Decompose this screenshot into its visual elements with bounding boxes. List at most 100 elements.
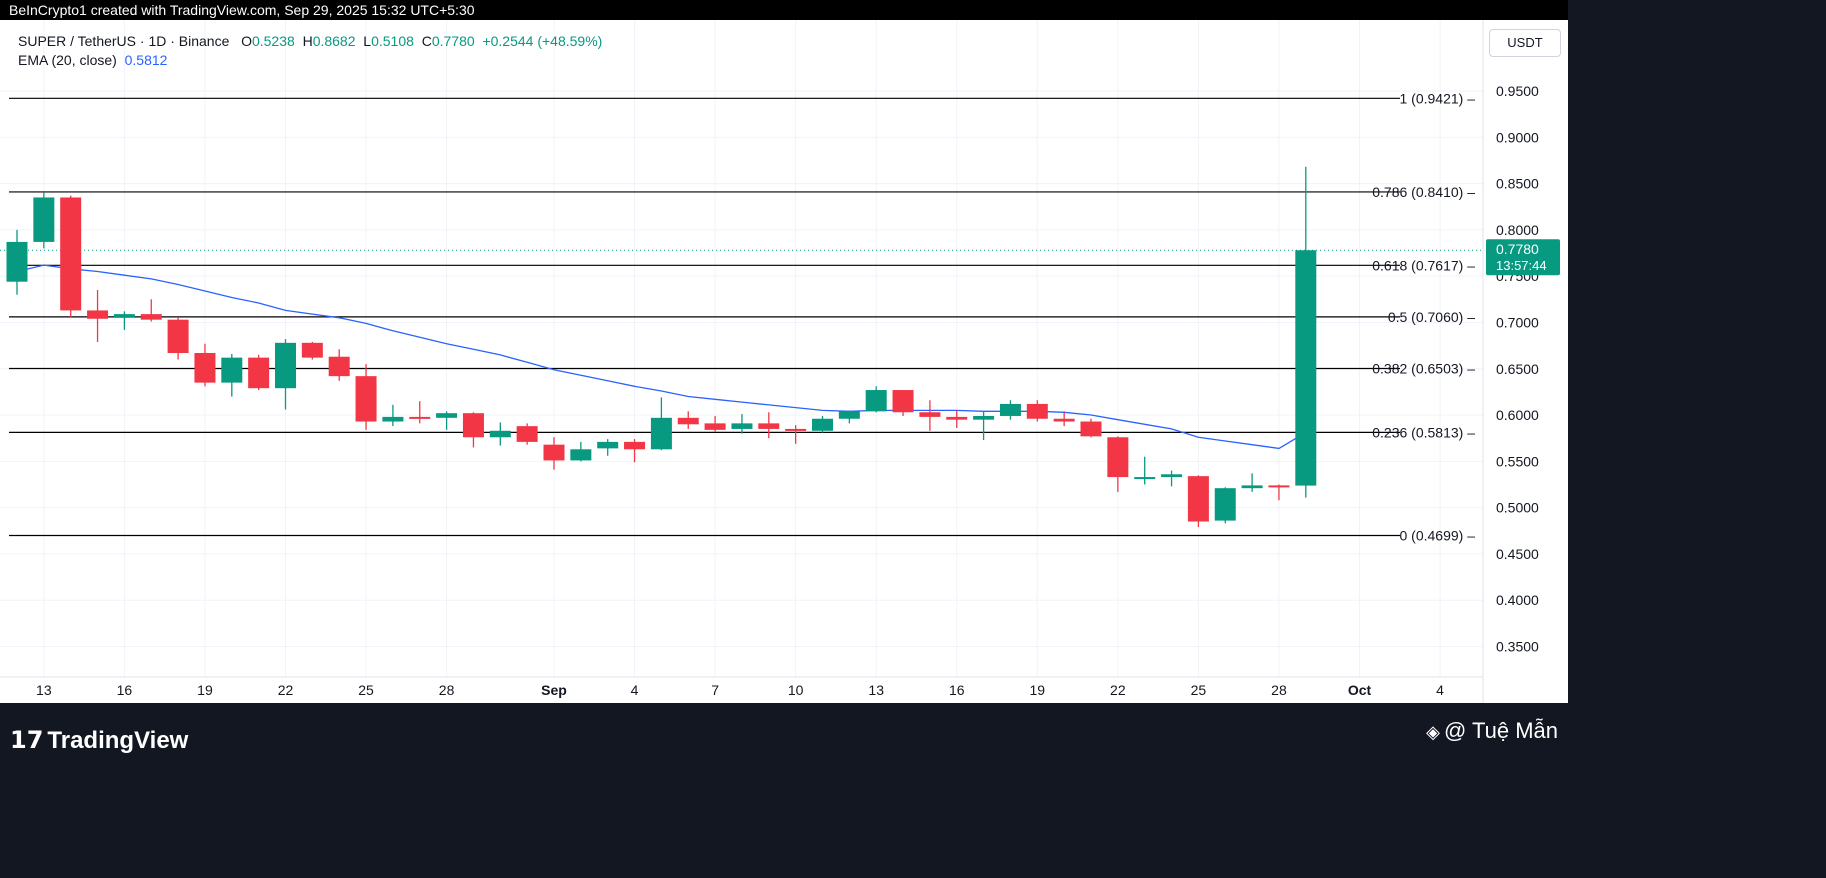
- candle-body: [946, 416, 968, 420]
- symbol-legend: SUPER / TetherUS · 1D · Binance O0.5238 …: [18, 33, 602, 49]
- candle-body: [6, 241, 28, 282]
- candle-body: [812, 418, 833, 431]
- last-price-badge: [1486, 239, 1560, 276]
- ema-label: EMA (20, close): [18, 52, 117, 68]
- candle-body: [973, 415, 995, 420]
- price-tick-label: 0.5500: [1496, 453, 1539, 469]
- candle-body: [301, 342, 323, 358]
- candle-body: [328, 356, 350, 377]
- price-tick-label: 0.8500: [1496, 176, 1539, 192]
- candle-body: [1187, 476, 1209, 522]
- fib-level-label: 1 (0.9421) –: [1400, 90, 1476, 106]
- time-tick-label: 16: [949, 682, 965, 698]
- candle-body: [919, 412, 941, 417]
- time-tick-label: 19: [1030, 682, 1046, 698]
- time-tick-label: 28: [1271, 682, 1287, 698]
- candle-body: [570, 449, 592, 461]
- time-tick-label: 4: [1436, 682, 1444, 698]
- author-name: @ Tuệ Mẫn: [1443, 718, 1558, 743]
- time-tick-label: 4: [631, 682, 639, 698]
- candle-body: [33, 197, 55, 242]
- price-tick-label: 0.4000: [1496, 592, 1539, 608]
- ema-line: [16, 264, 1307, 450]
- price-chart[interactable]: 1 (0.9421) – 0.786 (0.8410) – 0.618 (0.761…: [0, 20, 1568, 703]
- candle-body: [140, 314, 162, 320]
- candle-body: [650, 417, 672, 450]
- candle-body: [838, 411, 860, 419]
- time-tick-label: Sep: [541, 682, 567, 698]
- candle-body: [194, 353, 216, 383]
- candle-body: [113, 314, 135, 318]
- tradingview-brand: TradingView: [47, 727, 189, 754]
- candle-body: [1295, 250, 1317, 486]
- low-label: L: [363, 33, 372, 49]
- currency-button[interactable]: USDT: [1489, 29, 1561, 57]
- author-signature: ◈ @ Tuệ Mẫn: [1426, 718, 1558, 744]
- candle-body: [275, 342, 296, 389]
- candle-body: [409, 416, 431, 419]
- price-tick-label: 0.3500: [1496, 639, 1539, 655]
- time-tick-label: 16: [117, 682, 133, 698]
- fib-level-label: 0.382 (0.6503) –: [1372, 360, 1475, 376]
- price-tick-label: 0.7000: [1496, 314, 1539, 330]
- symbol-name[interactable]: SUPER / TetherUS · 1D · Binance: [18, 33, 230, 49]
- fib-level-label: 0.5 (0.7060) –: [1388, 309, 1475, 325]
- time-tick-label: 25: [1191, 682, 1207, 698]
- time-tick-label: 7: [711, 682, 719, 698]
- diamond-icon: ◈: [1426, 722, 1440, 742]
- candle-body: [1268, 485, 1290, 488]
- candle-body: [1134, 477, 1156, 480]
- candle-body: [1241, 485, 1263, 489]
- time-tick-label: 13: [868, 682, 884, 698]
- candle-body: [436, 413, 458, 418]
- close-value: 0.7780: [431, 33, 475, 49]
- time-tick-label: Oct: [1348, 682, 1372, 698]
- candle-body: [785, 428, 807, 431]
- candle-body: [167, 319, 189, 354]
- open-value: 0.5238: [251, 33, 295, 49]
- candle-body: [516, 426, 538, 442]
- fib-level-label: 0.236 (0.5813) –: [1372, 424, 1475, 440]
- candle-body: [221, 357, 243, 383]
- candle-body: [1214, 488, 1236, 521]
- high-value: 0.8682: [312, 33, 356, 49]
- price-tick-label: 0.4500: [1496, 546, 1539, 562]
- high-label: H: [302, 33, 313, 49]
- fib-level-label: 0.618 (0.7617) –: [1372, 257, 1475, 273]
- price-tick-label: 0.9500: [1496, 83, 1539, 99]
- header-bar: BeInCrypto1 created with TradingView.com…: [0, 0, 1568, 20]
- countdown-label: 13:57:44: [1496, 258, 1547, 273]
- header-credit: BeInCrypto1 created with TradingView.com…: [9, 2, 475, 18]
- close-label: C: [421, 33, 432, 49]
- candle-body: [355, 376, 377, 422]
- price-tick-label: 0.6500: [1496, 361, 1539, 377]
- candle-body: [87, 310, 109, 319]
- tradingview-logo[interactable]: 17 TradingView: [10, 726, 188, 755]
- candle-body: [1107, 437, 1129, 478]
- price-tick-label: 0.8000: [1496, 222, 1539, 238]
- price-tick-label: 0.9000: [1496, 129, 1539, 145]
- candle-body: [1053, 418, 1075, 422]
- time-tick-label: 10: [788, 682, 804, 698]
- candle-body: [704, 423, 726, 430]
- candle-body: [248, 357, 270, 389]
- candle-body: [1161, 474, 1183, 478]
- candle-body: [1080, 421, 1102, 437]
- candle-body: [597, 441, 619, 449]
- change-value: +0.2544 (+48.59%): [482, 33, 603, 49]
- candle-body: [60, 197, 82, 311]
- time-tick-label: 22: [1110, 682, 1126, 698]
- candle-body: [462, 413, 484, 438]
- time-tick-label: 28: [439, 682, 455, 698]
- time-tick-label: 25: [358, 682, 374, 698]
- fib-level-label: 0.786 (0.8410) –: [1372, 184, 1475, 200]
- ema-legend[interactable]: EMA (20, close) 0.5812: [18, 52, 167, 68]
- footer-bar: [0, 703, 1568, 754]
- time-tick-label: 13: [36, 682, 52, 698]
- price-tick-label: 0.6000: [1496, 407, 1539, 423]
- fib-level-label: 0 (0.4699) –: [1400, 527, 1476, 543]
- candle-body: [677, 417, 699, 425]
- time-tick-label: 22: [278, 682, 294, 698]
- candle-body: [999, 403, 1021, 416]
- last-price-label: 0.7780: [1496, 241, 1539, 257]
